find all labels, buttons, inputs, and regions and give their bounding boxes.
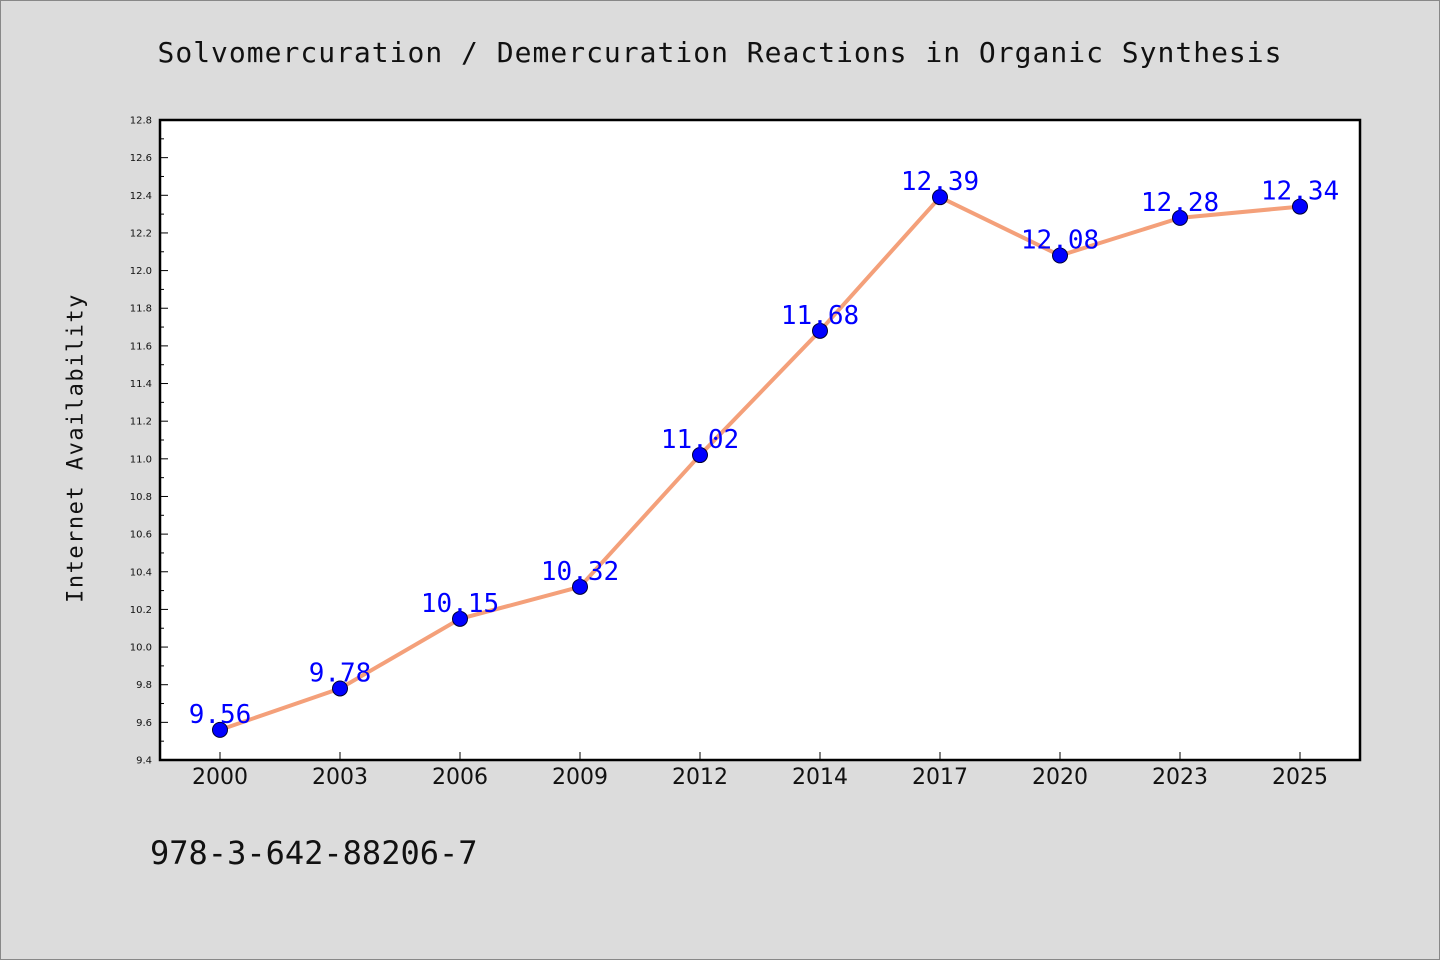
data-point: [212, 721, 228, 738]
labels-layer: 9.56 9.78 10.15 10.32 11.02 11.68 12.39 12.08 12…: [189, 167, 1339, 730]
x-tick-label: 2025: [1272, 765, 1328, 790]
y-tick-label: 12.4: [130, 191, 152, 202]
data-point: [452, 610, 468, 627]
y-tick-label: 12.0: [130, 266, 152, 277]
y-ticks: 9.4 9.6 9.8 10.0 10.2 10.4 10.6 10.8 11.0 11.2 11.…: [130, 116, 168, 767]
y-tick-label: 10.2: [130, 605, 152, 616]
plot-area: [160, 120, 1360, 760]
y-tick-label: 10.4: [130, 567, 152, 578]
y-tick-label: 11.4: [130, 379, 152, 390]
y-tick-label: 9.4: [136, 756, 152, 767]
y-tick-label: 12.2: [130, 228, 152, 239]
data-label: 9.56: [189, 700, 252, 730]
data-label: 12.08: [1021, 226, 1099, 256]
x-tick-label: 2014: [792, 765, 848, 790]
data-label: 11.68: [781, 301, 859, 331]
plot-border: [158, 118, 1362, 762]
x-tick-label: 2020: [1032, 765, 1088, 790]
y-tick-label: 11.6: [130, 341, 152, 352]
data-label: 9.78: [309, 658, 372, 688]
data-point: [1052, 247, 1068, 264]
data-label: 11.02: [661, 425, 739, 455]
data-label: 10.32: [541, 557, 619, 587]
x-tick-label: 2006: [432, 765, 488, 790]
data-point: [692, 447, 708, 464]
data-point: [932, 189, 948, 206]
y-tick-label: 9.8: [136, 680, 152, 691]
x-tick-label: 2012: [672, 765, 728, 790]
y-tick-label: 11.8: [130, 304, 152, 315]
y-tick-label: 10.0: [130, 643, 152, 654]
data-point: [1172, 209, 1188, 226]
x-tick-label: 2017: [912, 765, 968, 790]
y-tick-label: 11.2: [130, 417, 152, 428]
y-tick-label: 9.6: [136, 718, 152, 729]
x-ticks: 2000 2003 2006 2009 2012 2014 2017 2020 2023 2025: [192, 752, 1328, 790]
series-layer: [212, 189, 1308, 738]
y-tick-label: 10.8: [130, 492, 152, 503]
data-label: 10.15: [421, 589, 499, 619]
data-point: [572, 578, 588, 595]
y-tick-label: 11.0: [130, 454, 152, 465]
data-point: [1292, 198, 1308, 215]
y-tick-label: 10.6: [130, 530, 152, 541]
data-point: [812, 322, 828, 339]
y-tick-label: 12.6: [130, 153, 152, 164]
footer-code: 978-3-642-88206-7: [150, 834, 478, 872]
series-line: [218, 195, 1302, 732]
x-tick-label: 2000: [192, 765, 248, 790]
x-tick-label: 2009: [552, 765, 608, 790]
data-label: 12.39: [901, 167, 979, 197]
x-tick-label: 2023: [1152, 765, 1208, 790]
data-label: 12.28: [1141, 188, 1219, 218]
data-point: [332, 680, 348, 697]
chart-title: Solvomercuration / Demercuration Reactio…: [157, 36, 1283, 69]
y-tick-label: 12.8: [130, 116, 152, 127]
x-tick-label: 2003: [312, 765, 368, 790]
data-label: 12.34: [1261, 177, 1339, 207]
